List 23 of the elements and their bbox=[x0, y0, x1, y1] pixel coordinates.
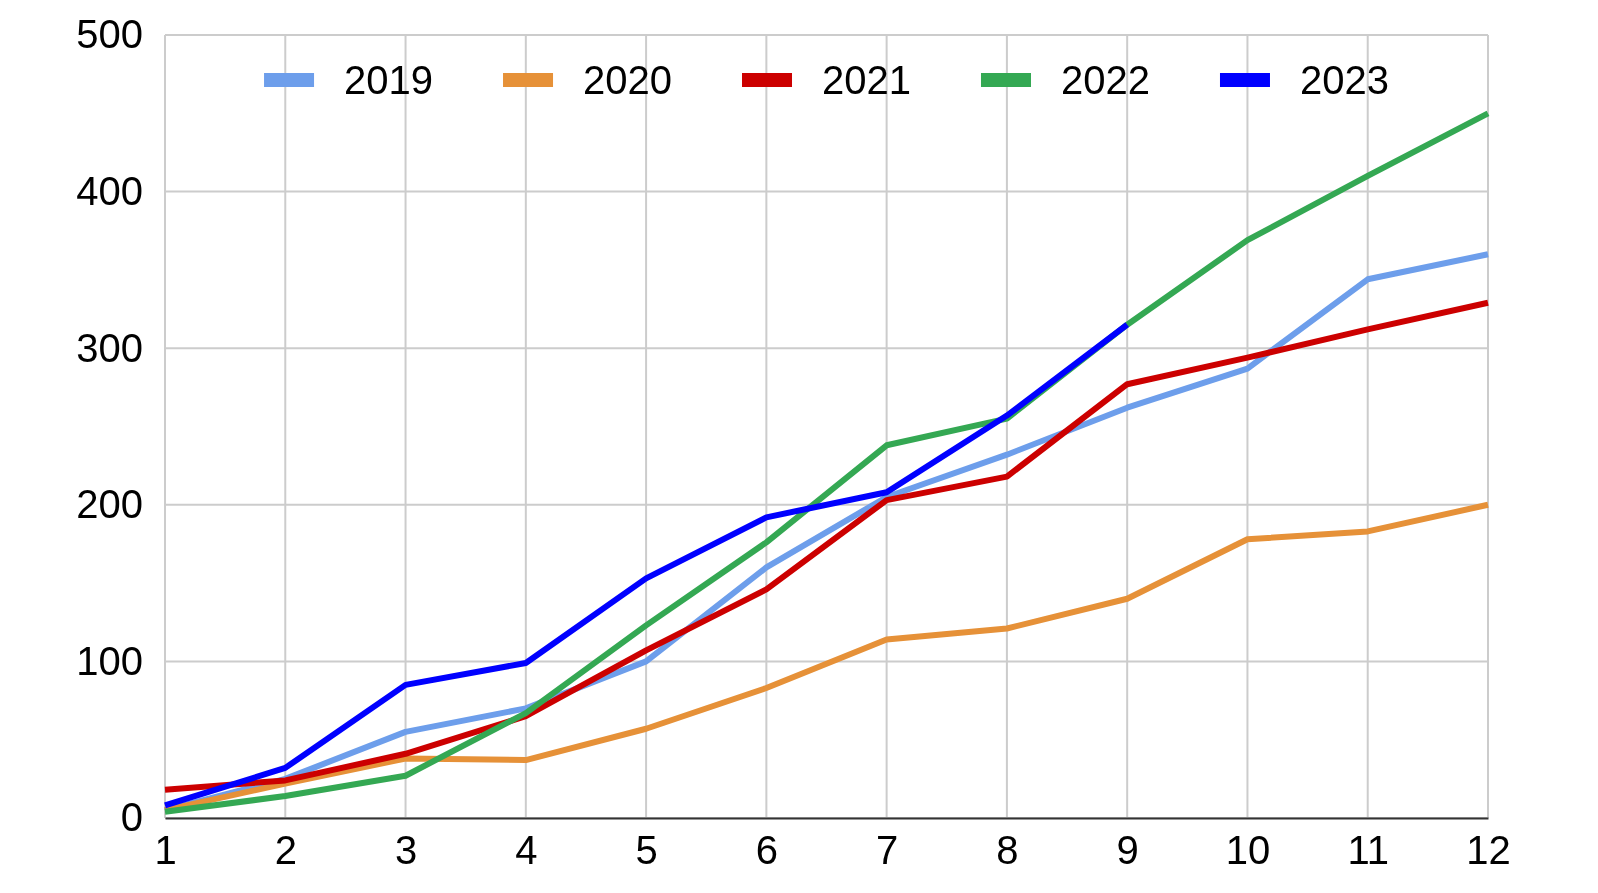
x-tick-label: 6 bbox=[755, 828, 778, 872]
legend-label: 2023 bbox=[1299, 58, 1389, 102]
x-tick-label: 11 bbox=[1347, 828, 1389, 872]
y-tick-label: 500 bbox=[76, 12, 143, 57]
y-tick-label: 300 bbox=[76, 325, 143, 370]
legend-label: 2021 bbox=[822, 58, 911, 102]
y-tick-label: 0 bbox=[120, 795, 143, 840]
x-tick-label: 5 bbox=[635, 828, 658, 872]
x-tick-label: 12 bbox=[1466, 828, 1511, 872]
x-tick-label: 9 bbox=[1116, 828, 1139, 872]
y-tick-label: 200 bbox=[76, 482, 143, 527]
legend-label: 2022 bbox=[1060, 58, 1150, 102]
y-tick-label: 400 bbox=[76, 168, 143, 213]
y-tick-label: 100 bbox=[76, 638, 143, 683]
x-tick-label: 1 bbox=[154, 828, 177, 872]
x-tick-label: 4 bbox=[515, 828, 538, 872]
x-tick-label: 10 bbox=[1225, 828, 1271, 872]
x-tick-label: 2 bbox=[274, 828, 297, 872]
x-tick-label: 3 bbox=[394, 828, 418, 872]
x-tick-label: 7 bbox=[876, 828, 899, 872]
legend-label: 2020 bbox=[583, 58, 673, 102]
x-tick-label: 8 bbox=[996, 828, 1019, 872]
legend-label: 2019 bbox=[344, 58, 434, 102]
